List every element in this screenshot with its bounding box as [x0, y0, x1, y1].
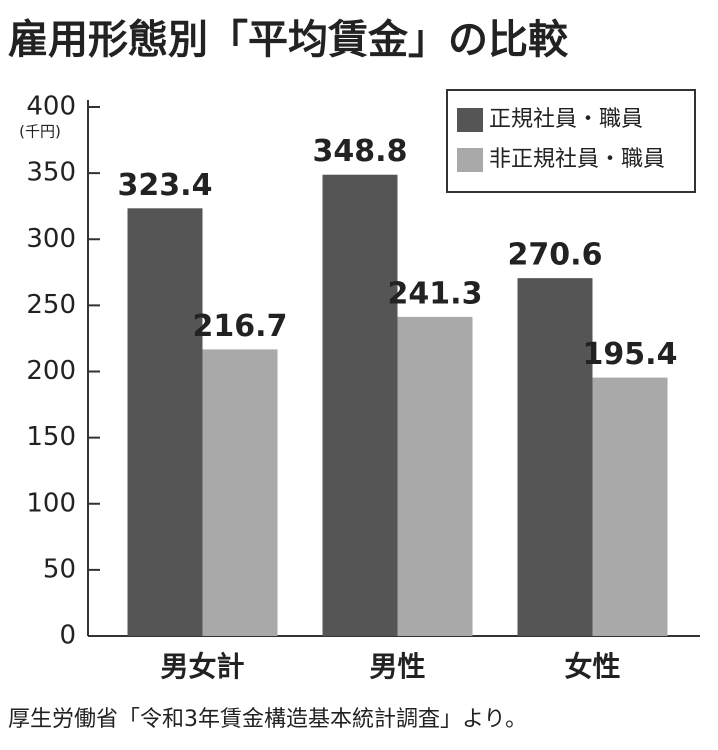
y-tick-label: 200: [26, 356, 76, 386]
y-tick-label: 400: [26, 92, 76, 122]
y-axis-unit: (千円): [19, 123, 61, 141]
bar: [322, 174, 398, 636]
y-tick-label: 300: [26, 224, 76, 254]
legend-swatch: [457, 108, 483, 132]
bar: [517, 278, 593, 636]
bar: [127, 208, 203, 636]
bar: [202, 349, 278, 636]
value-label: 348.8: [313, 134, 408, 169]
value-label: 270.6: [508, 238, 603, 273]
x-tick-label: 男女計: [160, 650, 244, 683]
y-tick-label: 0: [59, 621, 76, 651]
legend-label: 正規社員・職員: [489, 107, 643, 132]
legend-label: 非正規社員・職員: [489, 147, 665, 172]
chart-title: 雇用形態別「平均賃金」の比較: [8, 17, 569, 63]
y-tick-label: 350: [26, 158, 76, 188]
y-tick-label: 50: [43, 554, 76, 584]
source-note: 厚生労働省「令和3年賃金構造基本統計調査」より。: [8, 707, 527, 732]
bar: [592, 377, 668, 636]
x-tick-label: 男性: [369, 650, 425, 683]
value-label: 195.4: [583, 337, 678, 372]
legend-swatch: [457, 148, 483, 172]
y-tick-label: 100: [26, 488, 76, 518]
y-tick-label: 150: [26, 422, 76, 452]
bar: [397, 316, 473, 636]
y-tick-label: 250: [26, 290, 76, 320]
value-label: 323.4: [118, 168, 213, 203]
legend-box: [446, 89, 696, 193]
value-label: 241.3: [388, 276, 483, 311]
x-tick-label: 女性: [564, 650, 620, 683]
value-label: 216.7: [193, 309, 288, 344]
